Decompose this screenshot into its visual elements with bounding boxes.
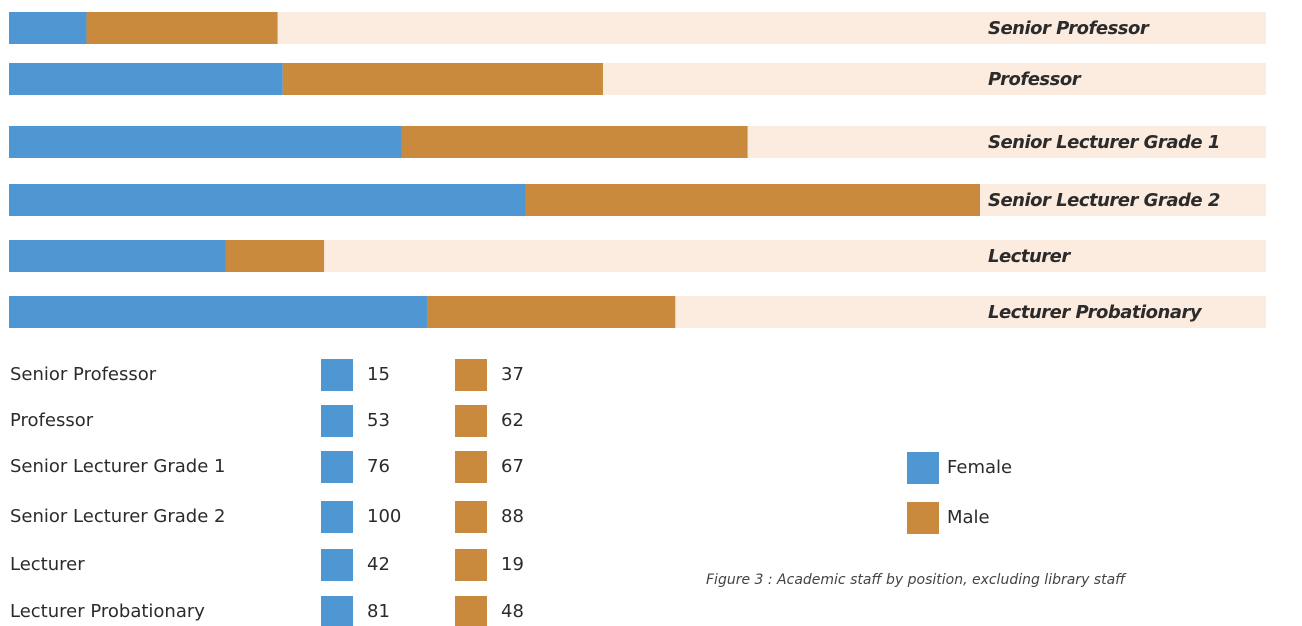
row-swatch bbox=[321, 501, 353, 533]
row-value: 67 bbox=[501, 456, 524, 477]
bar-label: Senior Lecturer Grade 2 bbox=[988, 190, 1220, 211]
bar-segment bbox=[9, 126, 402, 158]
row-label: Lecturer Probationary bbox=[10, 601, 205, 622]
bar-segment bbox=[9, 184, 526, 216]
row-value: 62 bbox=[501, 410, 524, 431]
row-value: 48 bbox=[501, 601, 524, 622]
legend-swatch bbox=[907, 502, 939, 534]
row-value: 76 bbox=[367, 456, 390, 477]
row-swatch bbox=[321, 596, 353, 626]
legend-swatch bbox=[907, 452, 939, 484]
legend-label: Female bbox=[947, 457, 1012, 478]
row-swatch bbox=[455, 596, 487, 626]
row-label: Senior Professor bbox=[10, 364, 157, 385]
row-swatch bbox=[321, 359, 353, 391]
legend-label: Male bbox=[947, 507, 990, 528]
row-swatch bbox=[321, 405, 353, 437]
bar-segment bbox=[9, 12, 87, 44]
row-swatch bbox=[455, 501, 487, 533]
row-value: 100 bbox=[367, 506, 401, 527]
bar-segment bbox=[9, 296, 428, 328]
row-swatch bbox=[455, 405, 487, 437]
row-swatch bbox=[321, 549, 353, 581]
row-value: 81 bbox=[367, 601, 390, 622]
row-swatch bbox=[455, 549, 487, 581]
bar-segment bbox=[427, 296, 676, 328]
bar-segment bbox=[9, 63, 283, 95]
row-swatch bbox=[455, 451, 487, 483]
row-value: 53 bbox=[367, 410, 390, 431]
caption: Figure 3 : Academic staff by position, e… bbox=[706, 572, 1127, 588]
bar-segment bbox=[225, 240, 325, 272]
row-label: Lecturer bbox=[10, 554, 85, 575]
row-value: 19 bbox=[501, 554, 524, 575]
row-swatch bbox=[321, 451, 353, 483]
bar-segment bbox=[525, 184, 980, 216]
row-value: 88 bbox=[501, 506, 524, 527]
bar-label: Lecturer Probationary bbox=[988, 302, 1203, 323]
bar-label: Senior Professor bbox=[988, 18, 1150, 39]
row-value: 15 bbox=[367, 364, 390, 385]
bar-label: Senior Lecturer Grade 1 bbox=[988, 132, 1220, 153]
row-label: Senior Lecturer Grade 1 bbox=[10, 456, 225, 477]
bar-label: Professor bbox=[988, 69, 1082, 90]
bar-segment bbox=[86, 12, 278, 44]
row-label: Professor bbox=[10, 410, 94, 431]
bar-label: Lecturer bbox=[988, 246, 1071, 267]
row-value: 42 bbox=[367, 554, 390, 575]
bar-segment bbox=[401, 126, 748, 158]
row-label: Senior Lecturer Grade 2 bbox=[10, 506, 225, 527]
row-value: 37 bbox=[501, 364, 524, 385]
row-swatch bbox=[455, 359, 487, 391]
bar-segment bbox=[282, 63, 603, 95]
bar-segment bbox=[9, 240, 226, 272]
